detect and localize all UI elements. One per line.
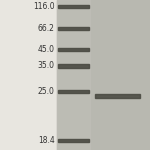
Text: 18.4: 18.4 xyxy=(38,136,55,145)
Text: 25.0: 25.0 xyxy=(38,87,55,96)
Bar xyxy=(57,0,90,150)
Bar xyxy=(58,90,89,93)
Text: 116.0: 116.0 xyxy=(33,2,55,11)
Bar xyxy=(58,27,89,30)
Bar xyxy=(58,5,89,8)
Text: 35.0: 35.0 xyxy=(38,61,55,70)
Bar xyxy=(57,0,150,150)
Bar xyxy=(95,94,140,98)
Text: 66.2: 66.2 xyxy=(38,24,55,33)
Bar xyxy=(58,64,89,68)
Text: 45.0: 45.0 xyxy=(38,45,55,54)
Bar xyxy=(58,48,89,51)
Bar xyxy=(58,139,89,142)
